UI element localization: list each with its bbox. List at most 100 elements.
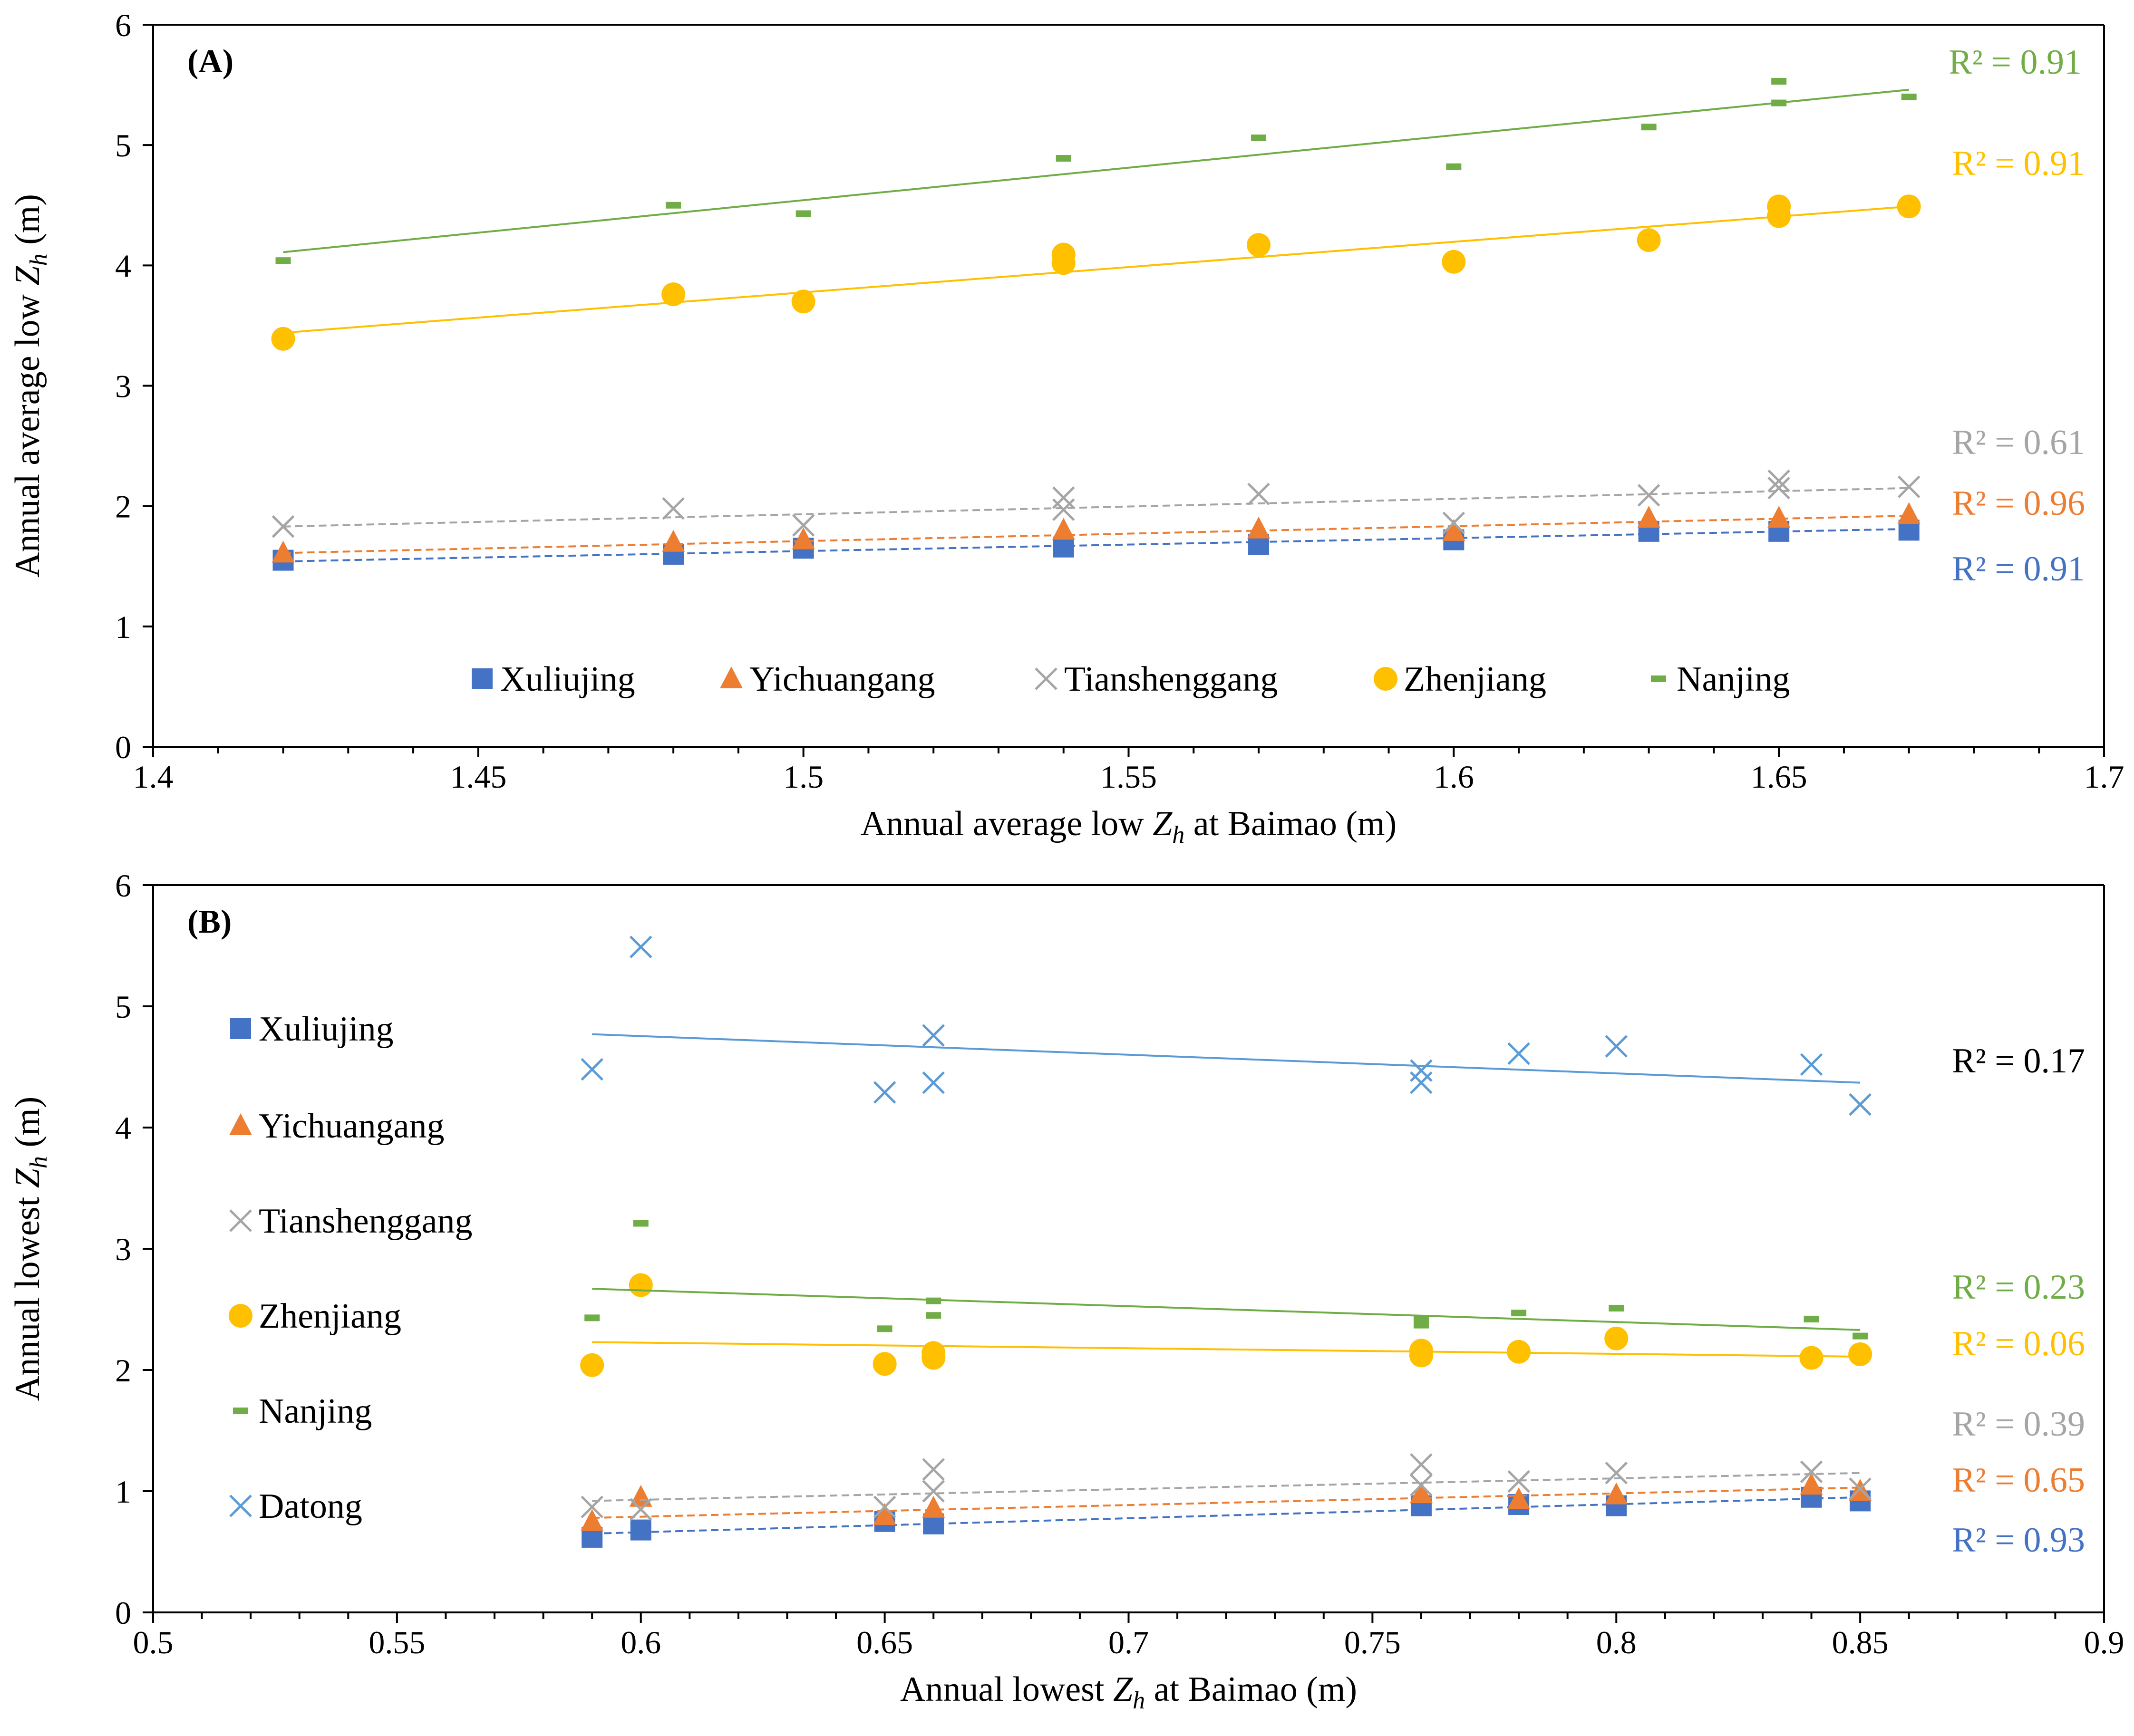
panel-a-x-tick-label: 1.7	[2084, 759, 2124, 795]
panel-b-series-datong-point-stroke-b	[1849, 1093, 1872, 1116]
panel-a-series-tianshenggang-point	[1637, 484, 1660, 507]
panel-b: 0.5 0.55 0.6 0.65 0.7 0.75 0.8 0.85 0.9 0 1 2 3 4 5 6 An…	[8, 868, 2124, 1714]
panel-a-series-tianshenggang-point	[1247, 482, 1270, 506]
panel-a-series-yichuangang-trendline	[283, 514, 1909, 554]
panel-b-x-tick-label: 0.5	[133, 1624, 174, 1660]
panel-b-series-datong	[581, 936, 1872, 1116]
panel-b-series-yichuangang-point	[1800, 1473, 1823, 1495]
panel-b-x-tick-label: 0.85	[1832, 1624, 1889, 1660]
panel-b-series-tianshenggang-point-stroke-b	[873, 1495, 896, 1518]
panel-b-series-yichuangang-r2-label: R² = 0.65	[1952, 1461, 2085, 1500]
panel-a-series-zhenjiang-trendline	[283, 205, 1909, 334]
panel-b-series-nanjing-point	[633, 1220, 649, 1227]
panel-b-series-zhenjiang-point	[1507, 1340, 1531, 1364]
panel-b-series-datong-point-stroke-b	[922, 1024, 945, 1047]
panel-b-series-tianshenggang-point-stroke-b	[1605, 1461, 1628, 1485]
panel-a-series-yichuangang-point	[1442, 519, 1465, 541]
panel-a-legend-zhenjiang-marker	[1374, 667, 1397, 691]
panel-b-series-datong-point-stroke-b	[1605, 1035, 1628, 1058]
panel-a-series-yichuangang-point	[1897, 502, 1921, 524]
panel-a-x-axis-title-text: Annual average low	[861, 804, 1153, 843]
panel-a-series-tianshenggang-point-stroke-b	[662, 497, 685, 520]
panel-b-series-tianshenggang-point	[873, 1495, 896, 1518]
panel-a-x-tick-label: 1.45	[450, 759, 506, 795]
panel-a-series-tianshenggang-point-stroke-b	[272, 515, 295, 538]
panel-b-legend-datong-label: Datong	[259, 1487, 362, 1526]
panel-b-series-tianshenggang-point-stroke-b	[1410, 1474, 1433, 1497]
panel-b-y-tick-label: 3	[115, 1231, 131, 1267]
panel-a-series-yichuangang-point	[272, 540, 295, 563]
panel-a-series-tianshenggang-point-stroke-b	[1637, 484, 1660, 507]
panel-b-series-nanjing-point	[1853, 1332, 1868, 1340]
panel-b-series-tianshenggang-point	[922, 1480, 945, 1503]
panel-b-series-datong-point-stroke-b	[629, 936, 652, 958]
panel-a-series-tianshenggang-point	[1052, 486, 1075, 509]
panel-b-series-datong-point	[873, 1081, 896, 1104]
panel-b-legend-zhenjiang-marker	[229, 1304, 252, 1328]
panel-b-panel-label: (B)	[187, 904, 232, 940]
panel-b-series-xuliujing-point	[630, 1519, 651, 1541]
panel-a-series-yichuangang	[272, 502, 1921, 563]
panel-b-legend-tianshenggang-marker	[229, 1209, 252, 1232]
panel-a-series-zhenjiang-point	[1442, 250, 1466, 274]
panel-b-legend-tianshenggang-label: Tianshenggang	[259, 1202, 473, 1241]
panel-b-series-yichuangang-point	[922, 1495, 945, 1518]
panel-b-series-datong-point	[1605, 1035, 1628, 1058]
panel-b-series-nanjing-r2-label: R² = 0.23	[1952, 1268, 2085, 1307]
panel-b-x-tick-label: 0.8	[1596, 1624, 1637, 1660]
panel-a-series-nanjing-point	[275, 257, 291, 264]
panel-a-series-zhenjiang-point	[1051, 251, 1076, 275]
panel-a-series-tianshenggang-r2-label: R² = 0.61	[1952, 423, 2085, 462]
panel-a-y-tick-label: 5	[115, 127, 131, 164]
panel-a-legend-yichuangang-marker	[720, 666, 743, 688]
panel-b-series-zhenjiang	[580, 1273, 1872, 1377]
panel-a-y-axis-title-units: (m)	[8, 194, 47, 253]
panel-b-series-yichuangang	[581, 1473, 1872, 1531]
panel-a-series-tianshenggang-point	[272, 515, 295, 538]
panel-a-series-nanjing-point	[1251, 134, 1267, 141]
panel-a-series-tianshenggang-point	[662, 497, 685, 520]
panel-b-y-tick-label: 4	[115, 1110, 131, 1146]
panel-a-series-tianshenggang-point	[1442, 511, 1465, 534]
panel-a-series-nanjing-trendline	[283, 88, 1909, 253]
panel-a-series-tianshenggang-point-stroke-b	[1767, 469, 1790, 492]
panel-a-series-tianshenggang-point	[1897, 475, 1921, 498]
panel-b-series-zhenjiang-point	[1604, 1326, 1629, 1350]
panel-b-legend-xuliujing-label: Xuliujing	[259, 1010, 394, 1049]
panel-b-series-xuliujing-trendline	[592, 1496, 1861, 1535]
panel-a-legend-tianshenggang-marker-stroke-b	[1035, 667, 1057, 690]
panel-b-x-tick-label: 0.55	[369, 1624, 425, 1660]
panel-b-x-axis-title-variable: Z	[1113, 1670, 1133, 1709]
panel-b-series-nanjing-point	[1413, 1321, 1429, 1329]
panel-b-series-yichuangang-point	[629, 1485, 652, 1507]
panel-b-x-tick-label: 0.75	[1344, 1624, 1401, 1660]
panel-b-y-axis-title-units: (m)	[8, 1097, 47, 1156]
panel-b-series-zhenjiang-point	[873, 1352, 897, 1376]
panel-a-y-axis-title-text: Annual average low	[8, 286, 47, 578]
panel-b-series-datong-point	[1800, 1053, 1823, 1076]
panel-b-series-nanjing-point	[926, 1297, 941, 1304]
panel-b-series-tianshenggang-point-stroke-b	[1800, 1460, 1823, 1483]
panel-a-series-tianshenggang-point	[1052, 498, 1075, 521]
panel-b-series-datong-point	[1410, 1059, 1433, 1082]
panel-a-legend-tianshenggang-marker	[1035, 667, 1057, 690]
panel-b-y-tick-label: 6	[115, 868, 131, 904]
panel-a-series-tianshenggang-trendline	[283, 487, 1909, 528]
panel-a-series-xuliujing-point	[1053, 536, 1074, 558]
panel-a-series-tianshenggang-point-stroke-b	[1052, 498, 1075, 521]
panel-a-series-zhenjiang-point	[791, 289, 815, 314]
panel-b-legend-datong-marker-stroke-b	[229, 1495, 252, 1517]
panel-b-series-yichuangang-point	[873, 1503, 896, 1525]
panel-b-y-tick-label: 5	[115, 989, 131, 1025]
panel-b-x-tick-label: 0.9	[2084, 1624, 2124, 1660]
panel-a-series-yichuangang-r2-label: R² = 0.96	[1952, 484, 2085, 523]
panel-a-series-zhenjiang-point	[271, 327, 295, 351]
panel-a-series-tianshenggang-point	[1767, 469, 1790, 492]
panel-a-series-tianshenggang-point	[1767, 476, 1790, 500]
panel-b-y-axis-title-variable: Z	[8, 1168, 47, 1188]
panel-b-series-zhenjiang-point	[629, 1273, 653, 1297]
panel-b-series-tianshenggang-point	[1410, 1474, 1433, 1497]
panel-b-series-datong-point	[1849, 1093, 1872, 1116]
panel-a-series-tianshenggang-point	[792, 514, 815, 537]
panel-a-series-nanjing-point	[1771, 99, 1787, 106]
